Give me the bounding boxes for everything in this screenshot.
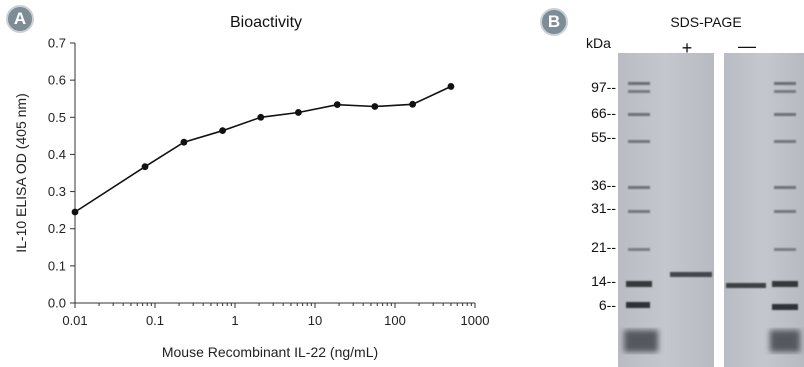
sds-page-gel: SDS-PAGE kDa + — 97-- 66-- 55-- 36-- 31-- 21-… [586, 14, 804, 367]
dye-front-left [624, 330, 658, 352]
ladder-band [626, 281, 652, 287]
x-tick-label: 0.01 [62, 313, 87, 328]
panel-b-badge: B [540, 8, 568, 36]
lane-minus-label: — [738, 36, 756, 56]
ladder-band [774, 210, 796, 213]
ladder-band [774, 90, 796, 93]
data-point [141, 163, 149, 171]
marker-label: 14-- [591, 273, 616, 289]
data-point [333, 101, 341, 109]
y-tick-label: 0.4 [48, 147, 66, 162]
ladder-band [774, 113, 796, 116]
data-point [294, 109, 302, 116]
marker-label: 6-- [599, 297, 616, 313]
dye-front-right [770, 330, 800, 352]
gel-title: SDS-PAGE [670, 14, 741, 30]
ladder-band [628, 140, 650, 143]
ladder-band [774, 248, 796, 251]
y-tick-label: 0.2 [48, 221, 66, 236]
x-axis-label: Mouse Recombinant IL-22 (ng/mL) [162, 344, 378, 360]
y-axis-label: IL-10 ELISA OD (405 nm) [13, 93, 29, 253]
marker-label: 36-- [591, 177, 616, 193]
y-tick-label: 0.3 [48, 184, 66, 199]
x-tick-label: 0.1 [146, 313, 164, 328]
ladder-band [772, 281, 798, 287]
x-tick-label: 100 [384, 313, 406, 328]
chart-title: Bioactivity [230, 14, 302, 31]
series-line [74, 85, 452, 213]
ladder-band [628, 248, 650, 251]
y-tick-label: 0.5 [48, 110, 66, 125]
y-tick-label: 0.7 [48, 36, 66, 51]
y-tick-label: 0.6 [48, 73, 66, 88]
data-point [180, 138, 188, 146]
protein-band-plus [670, 272, 712, 277]
y-tick-label: 0.1 [48, 258, 66, 273]
ladder-band [772, 304, 798, 310]
marker-label: 21-- [591, 239, 616, 255]
data-point [219, 127, 227, 135]
bioactivity-chart: Bioactivity 0.0 0.1 0.2 0.3 0.4 0.5 0.6 0.7 0.0… [13, 14, 490, 360]
x-tick-label: 1 [231, 313, 238, 328]
panel-a-badge: A [6, 5, 34, 33]
ladder-band [628, 90, 650, 93]
data-point [257, 113, 265, 121]
kda-label: kDa [586, 35, 611, 51]
ladder-band [628, 82, 650, 85]
marker-label: 31-- [591, 200, 616, 216]
ladder-band [628, 186, 650, 189]
marker-label: 66-- [591, 105, 616, 121]
lane-plus-label: + [682, 38, 693, 58]
ladder-band [774, 140, 796, 143]
data-point [409, 100, 417, 108]
ladder-band [628, 113, 650, 116]
data-point [447, 83, 455, 90]
ladder-band [774, 186, 796, 189]
x-tick-label: 10 [308, 313, 322, 328]
protein-band-minus [726, 283, 766, 288]
data-point [371, 103, 379, 110]
y-tick-label: 0.0 [48, 296, 66, 311]
ladder-band [628, 210, 650, 213]
marker-label: 97-- [591, 79, 616, 95]
data-point [71, 208, 79, 216]
marker-label: 55-- [591, 129, 616, 145]
ladder-band [626, 302, 650, 308]
x-tick-label: 1000 [461, 313, 490, 328]
ladder-band [774, 82, 796, 85]
